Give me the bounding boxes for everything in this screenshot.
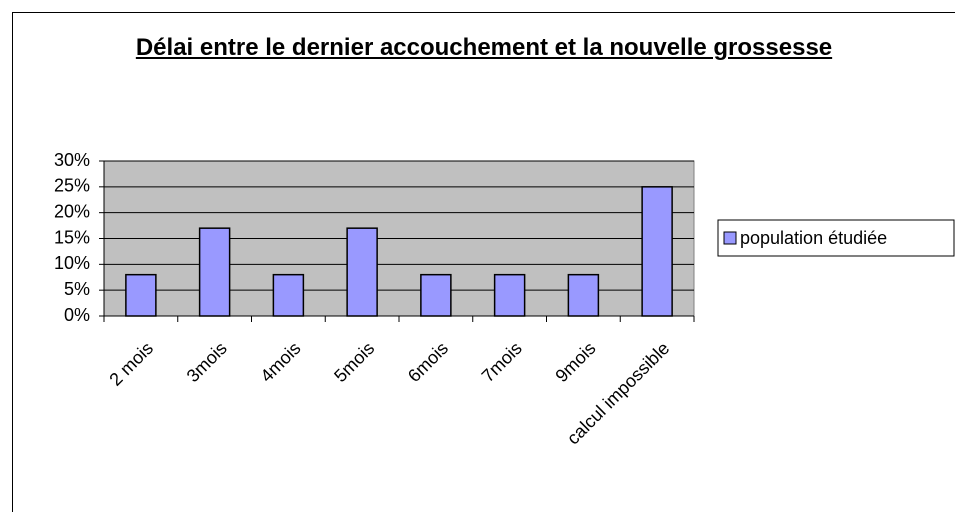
bar <box>567 273 600 317</box>
bar <box>198 227 231 317</box>
bar <box>272 273 305 317</box>
bar <box>420 273 452 317</box>
y-tick-label: 0% <box>64 305 90 325</box>
bar <box>346 227 378 317</box>
y-tick-label: 20% <box>54 201 90 221</box>
y-tick-label: 5% <box>64 279 90 299</box>
y-tick-label: 15% <box>54 227 90 247</box>
legend-box <box>717 219 955 257</box>
bar <box>641 186 673 317</box>
bar <box>493 273 526 317</box>
legend-label: population étudiée <box>740 228 887 248</box>
chart-title: Délai entre le dernier accouchement et l… <box>135 34 833 61</box>
y-tick-label: 30% <box>54 150 90 170</box>
bar <box>125 273 157 317</box>
y-tick-label: 10% <box>54 253 90 273</box>
legend-swatch <box>723 231 737 245</box>
y-tick-label: 25% <box>54 176 90 196</box>
